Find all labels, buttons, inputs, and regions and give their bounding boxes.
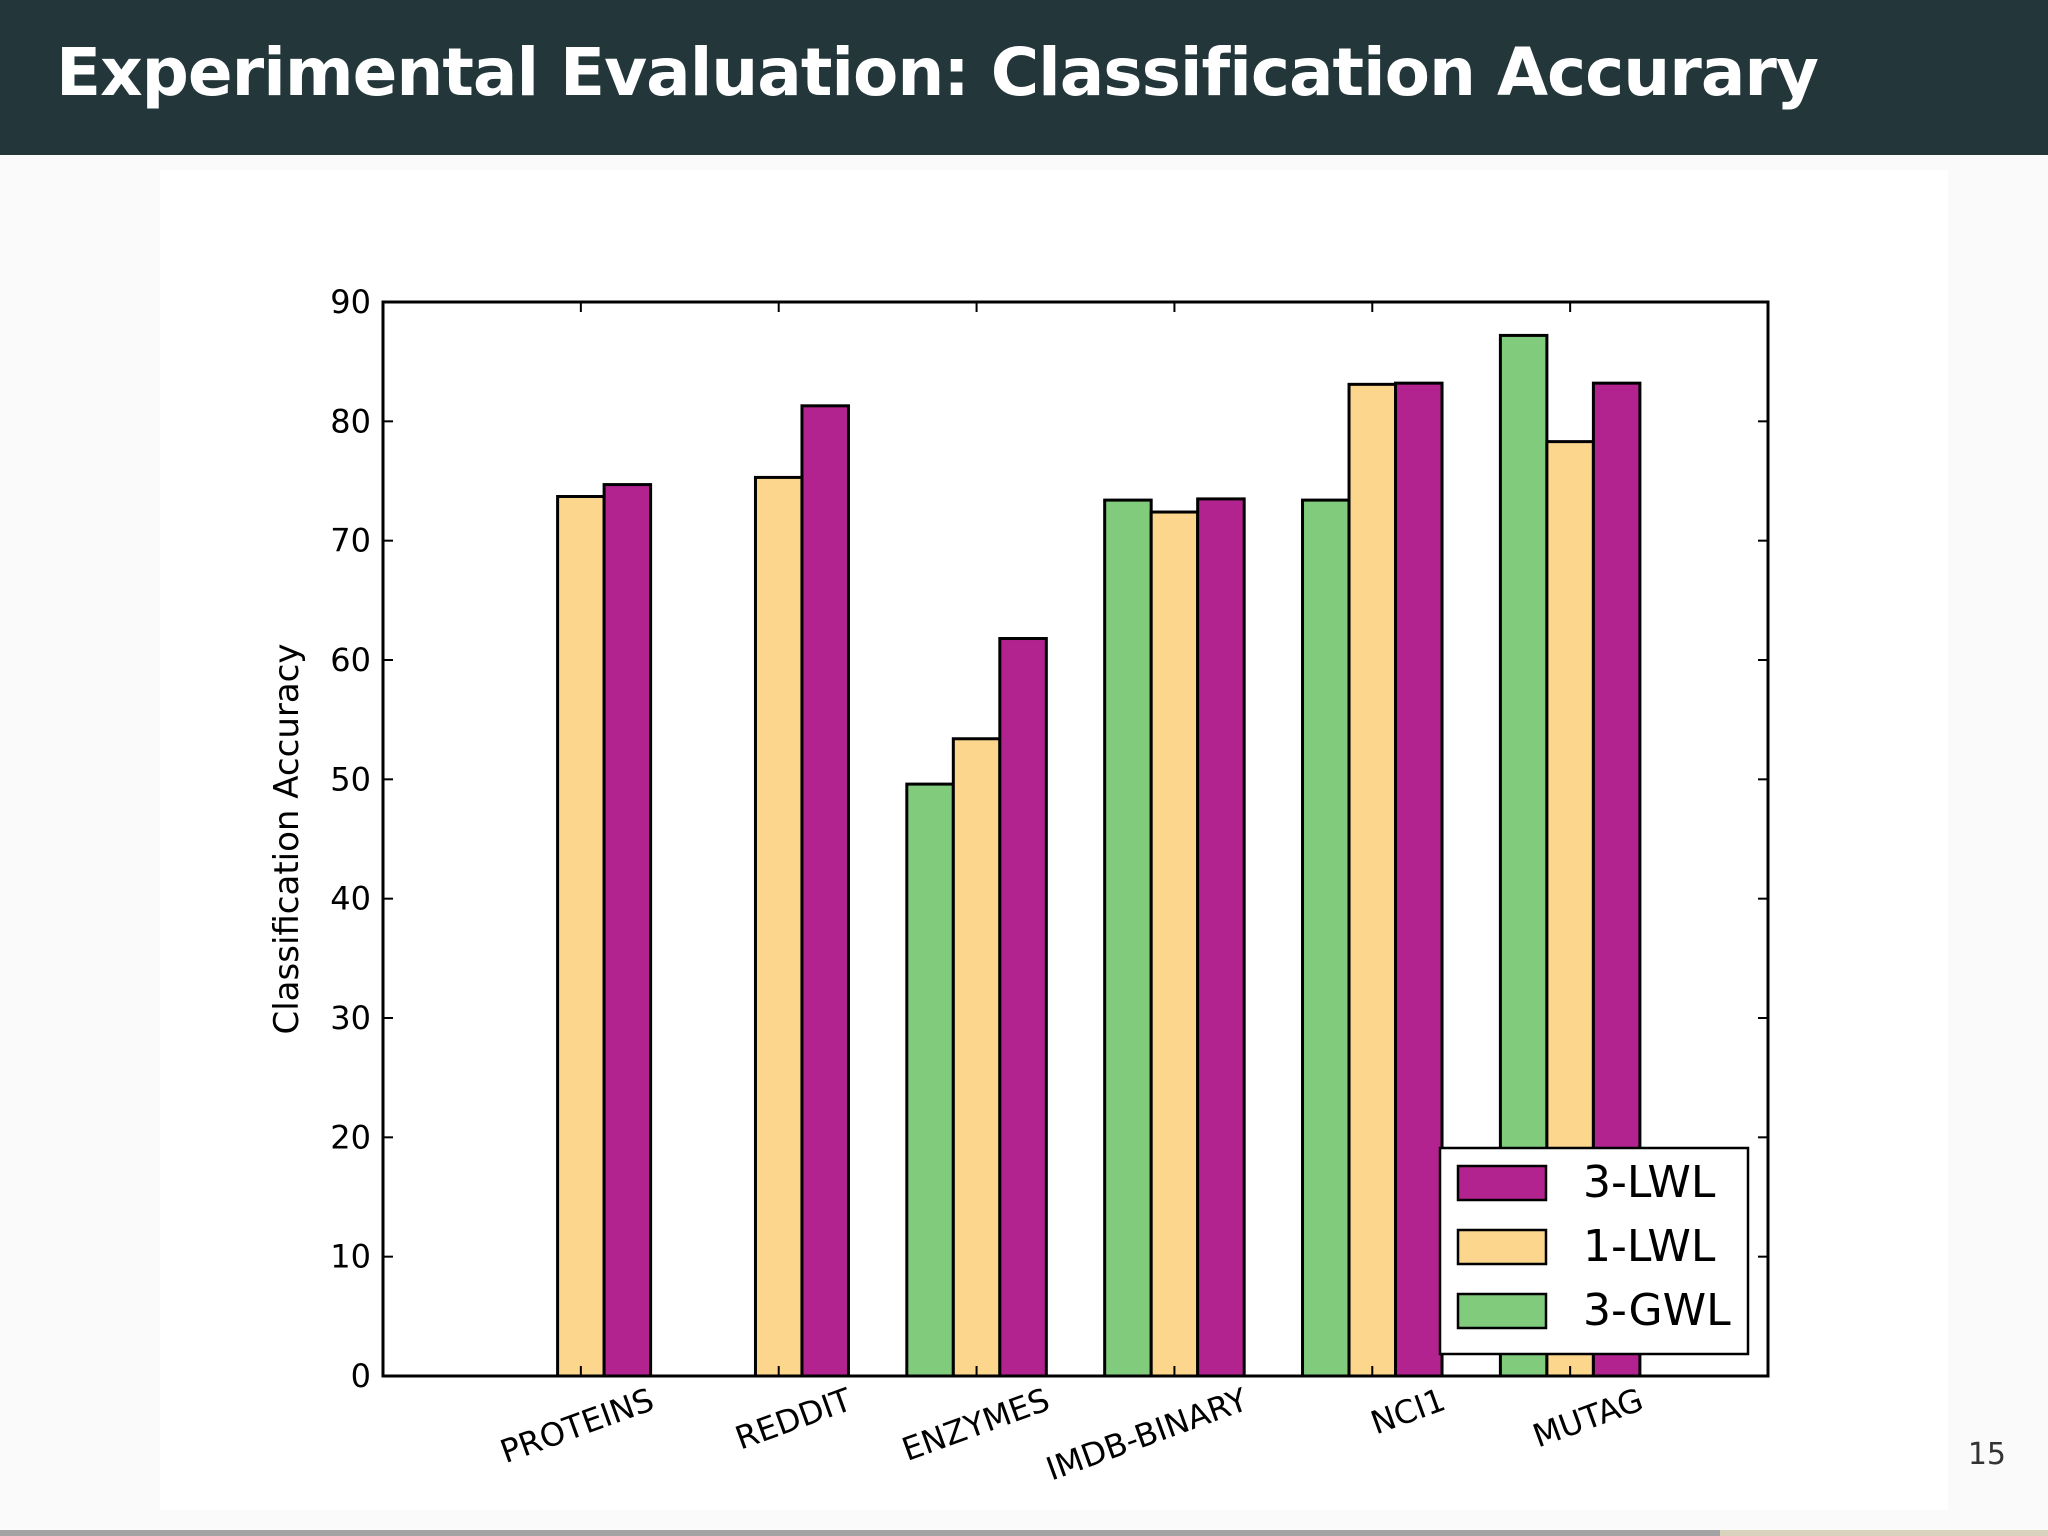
x-tick-label: REDDIT xyxy=(730,1380,857,1457)
y-tick-label: 20 xyxy=(330,1118,371,1156)
page-number: 15 xyxy=(1967,1437,2006,1472)
x-tick-label: IMDB-BINARY xyxy=(1041,1380,1253,1488)
bar-1-lwl-enzymes xyxy=(951,737,1002,1378)
x-tick-label: MUTAG xyxy=(1528,1380,1648,1455)
plot-frame xyxy=(381,300,1770,1378)
y-tick-label: 80 xyxy=(330,402,371,440)
bar-chart: 0 10 20 30 40 50 60 70 80 90 PROTEINS REDDIT ENZYMES… xyxy=(267,283,1770,1488)
legend-swatch-3-gwl xyxy=(1456,1292,1548,1330)
y-tick-label: 60 xyxy=(330,641,371,679)
x-tick-label: PROTEINS xyxy=(495,1380,659,1470)
y-axis-label: Classification Accuracy xyxy=(267,644,307,1035)
legend-label-3-gwl: 3-GWL xyxy=(1583,1285,1731,1336)
bar-3-lwl-imdb-binary xyxy=(1196,497,1246,1378)
bar-3-lwl-enzymes xyxy=(998,637,1048,1378)
slide-title: Experimental Evaluation: Classification … xyxy=(56,34,1819,111)
y-tick-label: 90 xyxy=(330,283,371,321)
legend-label-3-lwl: 3-LWL xyxy=(1583,1157,1716,1208)
bar-1-lwl-reddit xyxy=(753,475,804,1378)
bar-3-lwl-proteins xyxy=(602,483,653,1378)
y-tick-label: 10 xyxy=(330,1238,371,1276)
bar-3-lwl-nci1 xyxy=(1394,381,1444,1378)
y-tick-label: 40 xyxy=(330,880,371,918)
bar-3-lwl-reddit xyxy=(800,404,850,1378)
y-tick-label: 70 xyxy=(330,522,371,560)
progress-bar xyxy=(0,1530,2048,1536)
y-tick-label: 0 xyxy=(351,1357,371,1395)
legend-swatch-1-lwl xyxy=(1456,1228,1548,1266)
bar-3-gwl-imdb-binary xyxy=(1103,498,1153,1378)
legend-swatch-3-lwl xyxy=(1456,1164,1548,1202)
bar-3-gwl-enzymes xyxy=(905,782,955,1378)
legend-label-1-lwl: 1-LWL xyxy=(1583,1221,1716,1272)
slide-header: Experimental Evaluation: Classification … xyxy=(0,0,2048,155)
progress-bar-fill xyxy=(0,1530,1721,1536)
bar-1-lwl-imdb-binary xyxy=(1149,510,1200,1378)
x-tick-label: ENZYMES xyxy=(897,1380,1054,1468)
y-tick-label: 30 xyxy=(330,999,371,1037)
x-tick-label: NCI1 xyxy=(1366,1380,1450,1442)
bar-3-gwl-nci1 xyxy=(1301,498,1351,1378)
y-tick-label: 50 xyxy=(330,760,371,798)
chart-figure: 0 10 20 30 40 50 60 70 80 90 PROTEINS REDDIT ENZYMES… xyxy=(160,170,1948,1510)
bar-1-lwl-proteins xyxy=(556,495,606,1378)
bar-1-lwl-nci1 xyxy=(1347,382,1398,1378)
